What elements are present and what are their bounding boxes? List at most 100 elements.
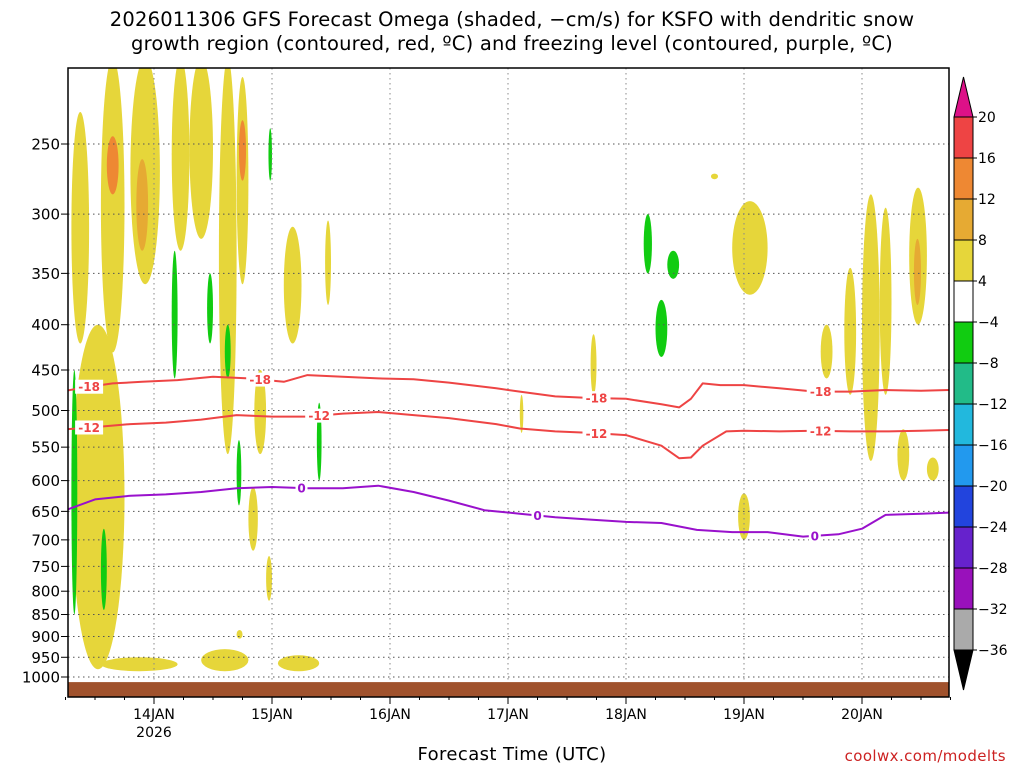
contour-label-bg--12-0 xyxy=(75,420,104,435)
contour-label-bg--18-3 xyxy=(806,384,835,399)
omega-region-37 xyxy=(207,273,213,344)
contour-label--18-1: -18 xyxy=(249,373,271,387)
omega-region-44 xyxy=(667,250,680,279)
chart-title-line2: growth region (contoured, red, ºC) and f… xyxy=(131,32,893,55)
y-tick-label-750: 750 xyxy=(31,558,60,576)
grid-layer xyxy=(68,68,949,697)
omega-region-29 xyxy=(879,207,892,395)
colorbar-label-5: −4 xyxy=(978,315,999,331)
x-tick-label-18JAN: 18JAN xyxy=(605,707,647,723)
chart-title-line1: 2026011306 GFS Forecast Omega (shaded, −… xyxy=(109,8,915,31)
colorbar: 20 16 12 8 4 −4 −8 −12 −16 −20 −24 −28 −32 −36 xyxy=(953,76,1008,691)
omega-region-28 xyxy=(862,194,880,461)
x-year-label: 2026 xyxy=(136,725,172,741)
omega-region-17 xyxy=(201,649,249,672)
colorbar-bottom-arrow xyxy=(953,649,974,691)
ground-surface xyxy=(68,682,949,697)
omega-region-43 xyxy=(655,299,668,357)
omega-shading-layer xyxy=(71,68,939,672)
omega-region-30 xyxy=(897,429,910,481)
y-tick-label-900: 900 xyxy=(31,628,60,646)
colorbar-band-11 xyxy=(953,567,974,610)
colorbar-band-4 xyxy=(953,280,974,323)
y-tick-label-250: 250 xyxy=(31,136,60,154)
contour-label-bg--18-0 xyxy=(75,379,104,394)
contour-label--18-3: -18 xyxy=(810,385,832,399)
colorbar-label-12: −32 xyxy=(978,602,1008,618)
omega-region-31 xyxy=(926,457,939,481)
omega-region-0 xyxy=(71,111,90,344)
contour-label-0-2: 0 xyxy=(811,529,819,543)
colorbar-label-13: −36 xyxy=(978,643,1008,659)
colorbar-label-7: −12 xyxy=(978,397,1008,413)
omega-region-16 xyxy=(100,657,178,672)
omega-region-21 xyxy=(519,394,524,433)
contour-label-bg-0-0 xyxy=(295,481,308,496)
contour-label-bg-0-1 xyxy=(531,508,544,523)
omega-region-25 xyxy=(710,173,719,180)
omega-region-42 xyxy=(643,214,652,274)
x-axis: 14JAN 15JAN 16JAN 17JAN 18JAN 19JAN 20JAN 2026 xyxy=(65,697,951,741)
y-tick-label-650: 650 xyxy=(31,503,60,521)
omega-region-10 xyxy=(254,369,267,455)
omega-region-26 xyxy=(820,324,833,379)
colorbar-label-2: 12 xyxy=(978,192,996,208)
colorbar-label-6: −8 xyxy=(978,356,999,372)
contour-label--18-0: -18 xyxy=(78,380,100,394)
contour-label-bg-0-2 xyxy=(808,528,821,543)
omega-region-15 xyxy=(248,486,258,551)
contour-label-bg--12-3 xyxy=(806,423,835,438)
omega-region-6 xyxy=(189,68,213,239)
y-tick-label-800: 800 xyxy=(31,583,60,601)
omega-region-23 xyxy=(738,493,750,540)
omega-region-34 xyxy=(71,369,78,615)
omega-region-9 xyxy=(238,120,247,181)
omega-region-12 xyxy=(325,220,331,305)
omega-region-38 xyxy=(224,324,231,379)
omega-region-2 xyxy=(106,136,119,195)
omega-region-33 xyxy=(913,238,922,305)
x-tick-label-16JAN: 16JAN xyxy=(369,707,411,723)
contour-label-bg--12-2 xyxy=(582,426,611,441)
omega-region-4 xyxy=(136,159,149,251)
y-tick-label-1000: 1000 xyxy=(22,669,60,687)
colorbar-top-arrow xyxy=(953,76,974,118)
omega-region-22 xyxy=(590,334,597,395)
contour-label--12-2: -12 xyxy=(586,427,608,441)
y-tick-label-850: 850 xyxy=(31,606,60,624)
colorbar-band-12 xyxy=(953,608,974,651)
colorbar-band-2 xyxy=(953,198,974,241)
y-tick-label-950: 950 xyxy=(31,649,60,667)
colorbar-band-8 xyxy=(953,444,974,487)
contour-line-0 xyxy=(68,484,949,538)
omega-region-5 xyxy=(171,68,190,251)
y-axis: 250 300 350 400 450 500 550 600 650 700 750 800 850 9… xyxy=(22,136,68,687)
omega-region-24 xyxy=(732,201,768,295)
colorbar-label-4: 4 xyxy=(978,274,987,290)
colorbar-band-3 xyxy=(953,239,974,282)
colorbar-band-6 xyxy=(953,362,974,405)
omega-region-19 xyxy=(236,630,243,639)
contour-line--18 xyxy=(68,374,949,409)
contour-label--12-0: -12 xyxy=(78,421,100,435)
omega-region-40 xyxy=(268,128,273,181)
contour-label-0-0: 0 xyxy=(297,482,305,496)
x-axis-title: Forecast Time (UTC) xyxy=(417,744,607,765)
contour-label-layer: -18 -18 -18 -18 -12 -12 -12 -12 0 0 0 xyxy=(75,372,835,543)
omega-region-36 xyxy=(171,250,178,379)
colorbar-label-3: 8 xyxy=(978,233,987,249)
colorbar-label-9: −20 xyxy=(978,479,1008,495)
colorbar-band-1 xyxy=(953,157,974,200)
y-tick-label-350: 350 xyxy=(31,265,60,283)
x-tick-label-19JAN: 19JAN xyxy=(723,707,765,723)
contour-label-bg--18-2 xyxy=(582,391,611,406)
omega-region-20 xyxy=(266,556,272,601)
source-credit: coolwx.com/modelts xyxy=(844,747,1006,765)
contour-label--12-3: -12 xyxy=(810,424,832,438)
y-tick-label-550: 550 xyxy=(31,439,60,457)
y-tick-label-700: 700 xyxy=(31,531,60,549)
y-tick-label-600: 600 xyxy=(31,472,60,490)
x-tick-label-14JAN: 14JAN xyxy=(133,707,175,723)
omega-region-39 xyxy=(236,440,242,506)
